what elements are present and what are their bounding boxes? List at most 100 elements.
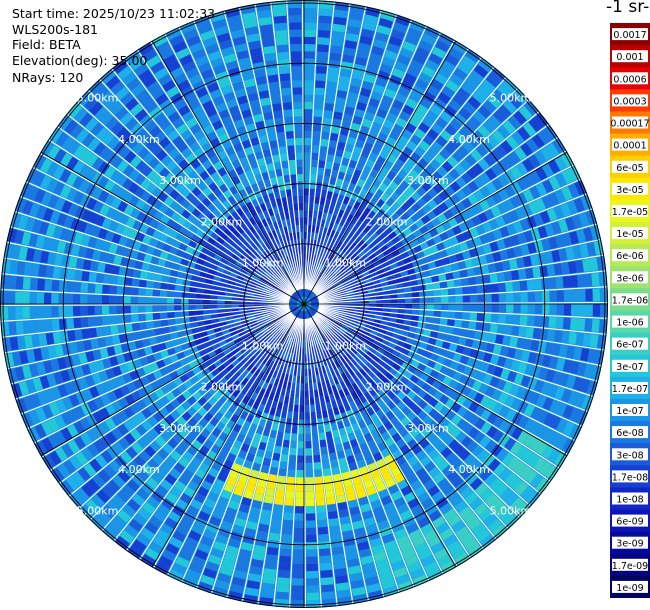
range-gate [328, 59, 341, 69]
range-gate [304, 159, 311, 167]
range-gate [477, 449, 490, 462]
range-gate [195, 468, 207, 480]
range-gate [358, 42, 371, 53]
range-gate [341, 265, 349, 272]
range-gate [44, 319, 53, 332]
range-gate [304, 22, 317, 30]
range-gate [243, 490, 254, 500]
range-gate [445, 410, 456, 421]
range-gate [346, 272, 354, 279]
range-gate [265, 341, 273, 349]
range-gate [271, 400, 278, 409]
range-gate [327, 408, 334, 417]
range-gate [440, 311, 449, 318]
range-gate [275, 30, 288, 39]
range-gate [499, 487, 514, 502]
range-gate [414, 432, 425, 444]
range-gate [336, 341, 343, 349]
range-gate [316, 505, 326, 514]
range-gate [314, 232, 319, 241]
range-gate [276, 584, 290, 593]
range-gate [535, 394, 547, 408]
range-gate [246, 580, 260, 590]
range-gate [309, 195, 315, 204]
range-gate [262, 428, 271, 437]
range-gate [265, 421, 273, 430]
range-gate [315, 87, 325, 96]
range-gate [354, 271, 362, 278]
range-gate [269, 429, 277, 439]
ray [310, 307, 567, 467]
range-gate [149, 515, 163, 529]
range-gate [465, 472, 478, 485]
range-gate [186, 505, 200, 517]
range-gate [30, 320, 39, 333]
range-gate [305, 469, 314, 478]
range-gate [343, 150, 352, 160]
range-gate [333, 257, 340, 265]
range-gate [516, 337, 526, 349]
range-gate [490, 283, 499, 293]
range-gate [499, 405, 510, 418]
range-gate [264, 561, 277, 570]
range-gate [562, 421, 575, 436]
range-gate [454, 319, 462, 328]
range-gate [317, 337, 322, 345]
range-gate [555, 402, 567, 417]
range-gate [383, 420, 394, 431]
range-gate [324, 482, 334, 491]
range-gate [383, 502, 396, 513]
range-gate [355, 56, 368, 67]
range-gate [141, 482, 154, 495]
range-gate [478, 383, 489, 395]
range-gate [369, 358, 377, 367]
range-gate [277, 51, 289, 60]
range-gate [386, 112, 398, 123]
range-gate [324, 364, 330, 373]
range-gate [327, 330, 333, 338]
range-gate [339, 309, 347, 313]
range-gate [123, 305, 131, 314]
range-gate [356, 101, 367, 112]
range-gate [372, 260, 381, 268]
range-gate [570, 289, 579, 302]
range-gate [376, 304, 384, 308]
range-gate [497, 202, 508, 214]
range-gate [293, 339, 297, 347]
range-gate [480, 362, 490, 373]
range-gate [491, 163, 503, 177]
range-gate [127, 498, 141, 512]
range-gate [386, 508, 398, 519]
range-gate [473, 266, 483, 276]
range-gate [347, 558, 360, 568]
range-gate [187, 445, 198, 456]
range-gate [331, 169, 339, 179]
range-gate [496, 324, 506, 334]
range-gate [440, 130, 453, 142]
range-gate [433, 194, 444, 206]
range-gate [391, 29, 405, 41]
range-gate [214, 411, 224, 421]
range-gate [346, 260, 355, 268]
range-gate [305, 412, 310, 420]
range-gate [308, 217, 313, 225]
range-gate [305, 491, 315, 499]
range-gate [555, 276, 564, 289]
range-gate [396, 411, 406, 421]
range-gate [524, 101, 538, 116]
range-gate [442, 376, 452, 386]
range-gate [209, 417, 220, 427]
range-gate [15, 276, 24, 290]
range-gate [306, 310, 310, 318]
range-gate [426, 290, 434, 297]
range-gate [474, 405, 486, 417]
range-gate [413, 369, 423, 378]
range-gate [325, 88, 336, 97]
range-gate [458, 126, 471, 139]
range-gate [322, 461, 330, 469]
range-gate [8, 321, 17, 335]
range-gate [305, 311, 307, 319]
range-gate [363, 354, 372, 362]
range-gate [217, 304, 225, 309]
range-gate [179, 439, 191, 450]
